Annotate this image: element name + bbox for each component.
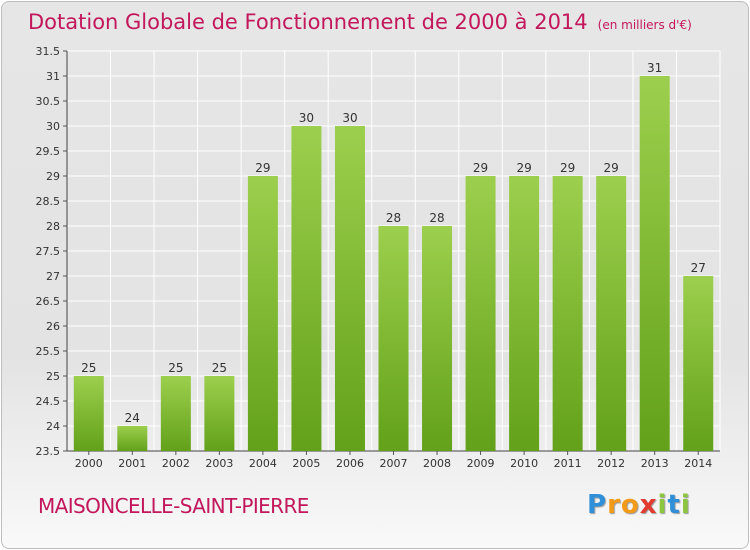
y-tick-label: 27.5 — [36, 245, 61, 258]
value-label-2014: 27 — [691, 261, 706, 275]
y-tick-label: 24.5 — [36, 395, 61, 408]
data-labels: 25 24 25 25 29 30 30 28 28 29 29 29 29 31 27 — [81, 61, 706, 425]
bar-2004 — [247, 176, 278, 451]
y-tick-label: 23.5 — [36, 445, 61, 458]
value-label-2013: 31 — [647, 61, 662, 75]
bar-2003 — [204, 376, 235, 451]
y-tick-label: 25 — [46, 370, 60, 383]
value-label-2006: 30 — [342, 111, 357, 125]
y-tick-label: 29 — [46, 170, 60, 183]
x-tick-label: 2003 — [205, 457, 233, 470]
value-label-2012: 29 — [604, 161, 619, 175]
bar-2002 — [160, 376, 191, 451]
bar-2008 — [422, 226, 453, 451]
value-label-2011: 29 — [560, 161, 575, 175]
y-tick-label: 24 — [46, 420, 60, 433]
x-tick-label: 2007 — [380, 457, 408, 470]
value-label-2008: 28 — [429, 211, 444, 225]
chart-title-text: Dotation Globale de Fonctionnement de 20… — [28, 10, 588, 34]
y-tick-label: 27 — [46, 270, 60, 283]
x-tick-label: 2013 — [641, 457, 669, 470]
y-tick-label: 30.5 — [36, 95, 61, 108]
x-tick-label: 2002 — [162, 457, 190, 470]
bar-2006 — [334, 126, 365, 451]
x-tick-label: 2006 — [336, 457, 364, 470]
y-tick-label: 31.5 — [36, 45, 61, 58]
y-tick-label: 31 — [46, 70, 60, 83]
y-tick-label: 26.5 — [36, 295, 61, 308]
value-label-2007: 28 — [386, 211, 401, 225]
x-tick-label: 2004 — [249, 457, 277, 470]
value-label-2000: 25 — [81, 361, 96, 375]
proxiti-logo: Proxiti — [587, 490, 691, 520]
chart-title: Dotation Globale de Fonctionnement de 20… — [28, 10, 692, 34]
commune-name: MAISONCELLE-SAINT-PIERRE — [38, 494, 309, 518]
bar-2011 — [552, 176, 583, 451]
value-label-2004: 29 — [255, 161, 270, 175]
bar-2012 — [596, 176, 627, 451]
chart-subtitle: (en milliers d'€) — [597, 18, 692, 32]
x-tick-label: 2011 — [554, 457, 582, 470]
x-tick-label: 2009 — [467, 457, 495, 470]
y-tick-label: 30 — [46, 120, 60, 133]
x-tick-label: 2005 — [292, 457, 320, 470]
x-tick-label: 2014 — [684, 457, 712, 470]
x-tick-label: 2000 — [75, 457, 103, 470]
bar-2005 — [291, 126, 322, 451]
bar-2010 — [509, 176, 540, 451]
bars — [73, 76, 714, 451]
value-label-2010: 29 — [516, 161, 531, 175]
x-tick-label: 2012 — [597, 457, 625, 470]
value-label-2009: 29 — [473, 161, 488, 175]
bar-2013 — [639, 76, 670, 451]
x-tick-label: 2008 — [423, 457, 451, 470]
value-label-2001: 24 — [125, 411, 140, 425]
x-tick-label: 2001 — [118, 457, 146, 470]
bar-2001 — [117, 426, 148, 451]
y-tick-label: 25.5 — [36, 345, 61, 358]
x-tick-label: 2010 — [510, 457, 538, 470]
value-label-2003: 25 — [212, 361, 227, 375]
y-tick-label: 28 — [46, 220, 60, 233]
bar-2007 — [378, 226, 409, 451]
y-tick-label: 29.5 — [36, 145, 61, 158]
y-tick-label: 28.5 — [36, 195, 61, 208]
bar-2014 — [683, 276, 714, 451]
bar-2009 — [465, 176, 496, 451]
bar-2000 — [73, 376, 104, 451]
y-tick-label: 26 — [46, 320, 60, 333]
value-label-2002: 25 — [168, 361, 183, 375]
value-label-2005: 30 — [299, 111, 314, 125]
